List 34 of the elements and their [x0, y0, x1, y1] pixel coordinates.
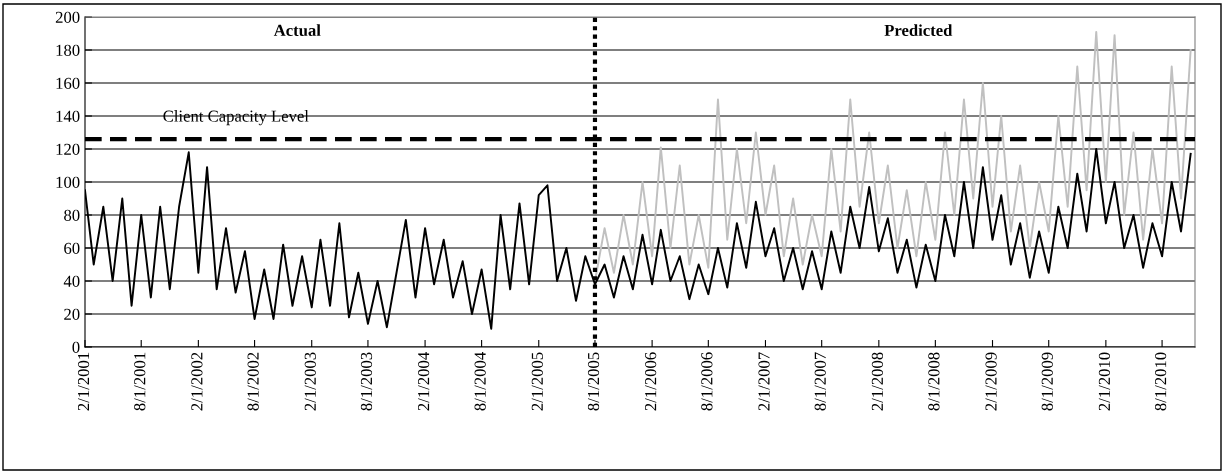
y-tick-label: 20 — [64, 308, 80, 320]
annotation: Predicted — [884, 24, 953, 37]
x-tick-label: 2/1/2005 — [531, 352, 543, 411]
x-tick-label: 8/1/2003 — [360, 352, 373, 411]
x-tick-label: 8/1/2010 — [1155, 352, 1167, 411]
y-tick-label: 40 — [63, 275, 80, 287]
x-tick-label: 2/1/2010 — [1098, 352, 1111, 411]
x-tick-label: 8/1/2007 — [814, 352, 826, 411]
x-tick-label: 8/1/2005 — [587, 352, 600, 411]
x-tick-label: 2/1/2002 — [191, 352, 203, 411]
x-tick-label: 8/1/2004 — [474, 352, 486, 411]
x-tick-label: 8/1/2006 — [701, 352, 713, 411]
x-tick-label: 2/1/2007 — [758, 352, 770, 411]
y-tick-label: 0 — [72, 341, 80, 353]
x-tick-label: 2/1/2009 — [985, 352, 997, 411]
y-tick-label: 60 — [64, 242, 80, 254]
x-tick-label: 8/1/2002 — [247, 352, 259, 411]
y-tick-label: 120 — [56, 143, 80, 155]
y-tick-label: 200 — [55, 11, 80, 23]
y-tick-label: 80 — [64, 209, 80, 221]
y-tick-label: 160 — [56, 77, 80, 89]
x-tick-label: 2/1/2003 — [304, 352, 316, 411]
y-tick-label: 140 — [56, 110, 80, 122]
x-tick-label: 2/1/2008 — [871, 352, 884, 411]
x-tick-label: 8/1/2001 — [134, 352, 146, 411]
x-tick-label: 8/1/2009 — [1041, 352, 1053, 411]
x-tick-label: 2/1/2004 — [418, 352, 430, 411]
x-tick-label: 2/1/2006 — [645, 352, 657, 411]
annotation: Actual — [273, 24, 321, 37]
ref-line-label: Client Capacity Level — [163, 110, 309, 126]
y-tick-label: 180 — [56, 44, 80, 56]
x-tick-label: 2/1/2001 — [77, 352, 90, 411]
y-tick-label: 100 — [56, 176, 80, 188]
x-tick-label: 8/1/2008 — [928, 352, 940, 411]
